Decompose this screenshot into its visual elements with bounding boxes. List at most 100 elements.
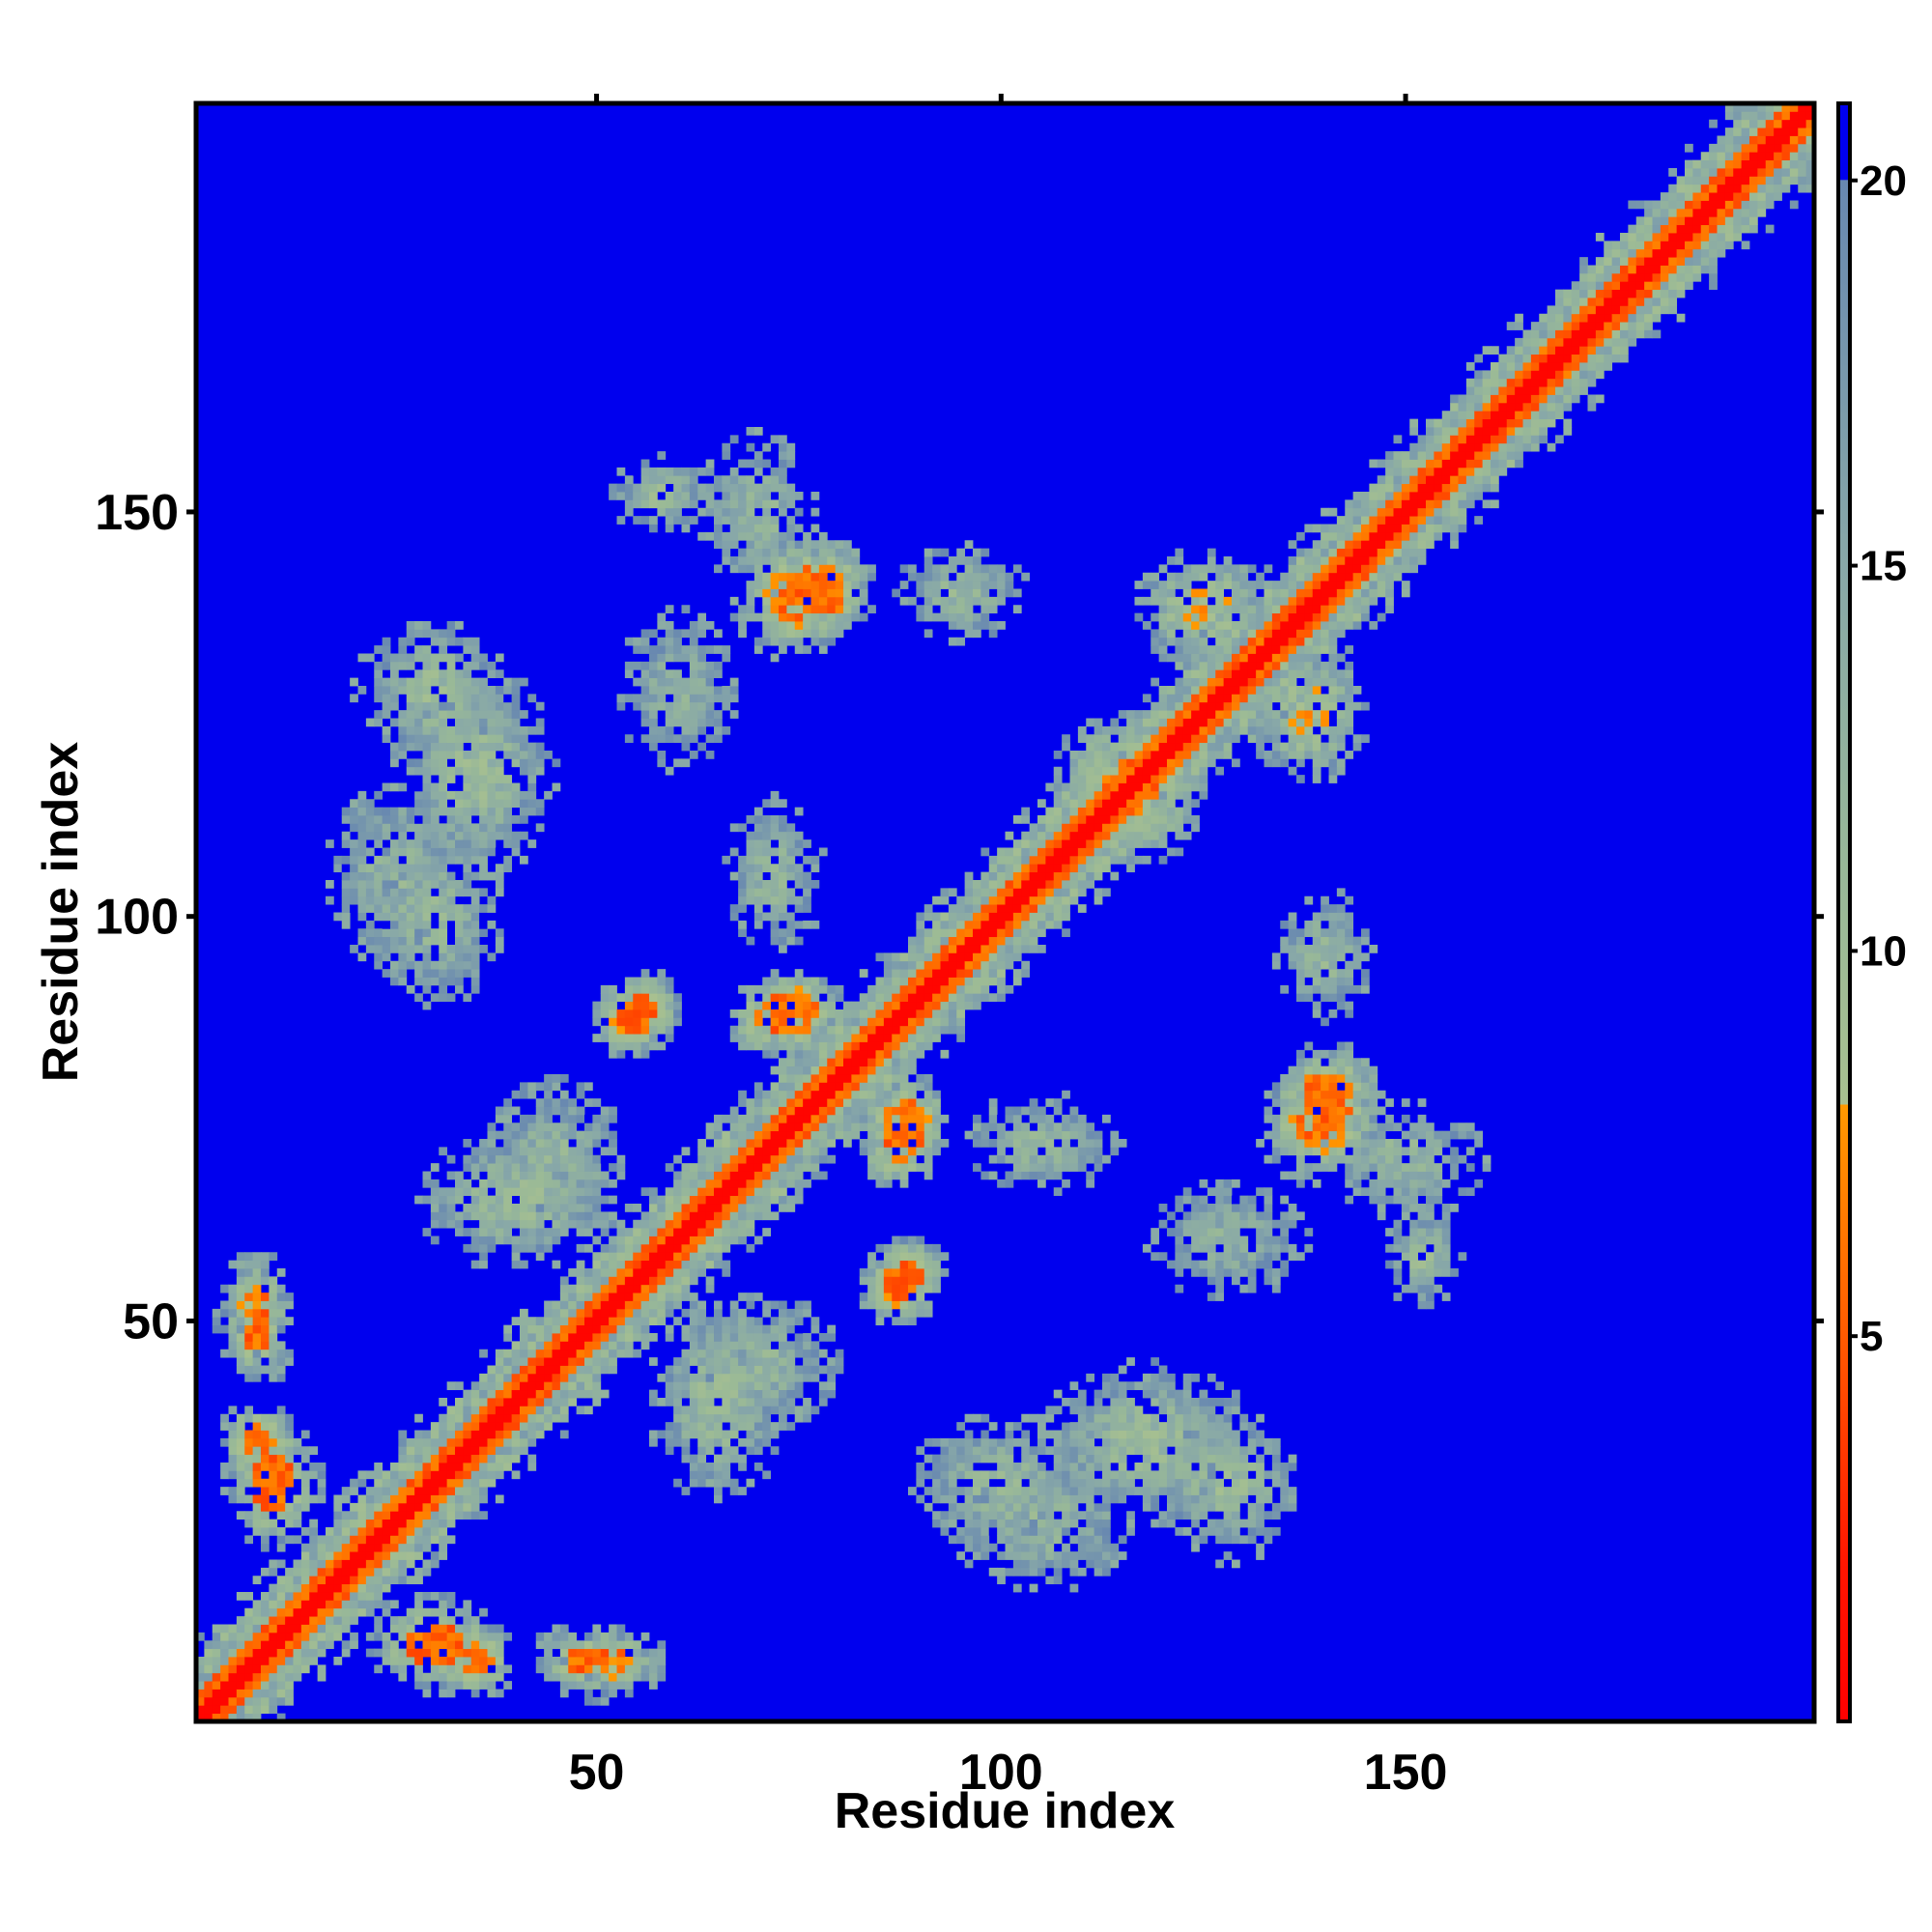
heatmap-cell	[430, 1672, 440, 1682]
heatmap-cell	[463, 725, 472, 735]
heatmap-cell	[398, 1478, 408, 1488]
heatmap-cell	[697, 1147, 707, 1156]
heatmap-cell	[479, 653, 488, 663]
heatmap-cell	[875, 1179, 885, 1188]
heatmap-cell	[609, 1017, 617, 1027]
heatmap-cell	[390, 653, 399, 663]
heatmap-cell	[851, 1017, 861, 1027]
heatmap-cell	[552, 1171, 561, 1180]
heatmap-cell	[592, 1195, 602, 1205]
heatmap-cell	[624, 1001, 634, 1010]
heatmap-cell	[430, 653, 440, 663]
heatmap-cell	[261, 1672, 270, 1682]
heatmap-cell	[455, 969, 464, 978]
heatmap-cell	[899, 1147, 909, 1156]
heatmap-cell	[390, 1624, 399, 1634]
heatmap-cell	[980, 1519, 990, 1528]
heatmap-cell	[681, 1454, 691, 1463]
heatmap-cell	[446, 807, 456, 816]
heatmap-cell	[940, 1519, 950, 1528]
heatmap-cell	[916, 1284, 925, 1293]
heatmap-cell	[414, 1413, 423, 1423]
heatmap-cell	[511, 1357, 521, 1366]
heatmap-cell	[470, 1406, 480, 1415]
heatmap-cell	[738, 1487, 747, 1495]
heatmap-cell	[609, 1349, 617, 1358]
heatmap-cell	[616, 1632, 626, 1641]
heatmap-cell	[770, 1211, 780, 1221]
heatmap-cell	[624, 1236, 634, 1245]
heatmap-cell	[875, 993, 885, 1003]
heatmap-cell	[584, 1082, 593, 1092]
heatmap-cell	[705, 1252, 715, 1262]
heatmap-cell	[446, 653, 456, 663]
heatmap-cell	[729, 516, 739, 525]
heatmap-cell	[261, 1616, 270, 1625]
heatmap-cell	[875, 952, 885, 962]
heatmap-cell	[609, 1664, 617, 1674]
heatmap-cell	[422, 912, 432, 922]
heatmap-cell	[665, 718, 674, 727]
heatmap-cell	[753, 895, 763, 905]
heatmap-cell	[576, 1381, 585, 1391]
heatmap-cell	[244, 1333, 254, 1342]
heatmap-cell	[746, 1349, 755, 1358]
heatmap-cell	[665, 1333, 674, 1342]
heatmap-cell	[398, 1672, 408, 1682]
heatmap-cell	[584, 1122, 593, 1132]
heatmap-cell	[810, 1090, 820, 1099]
heatmap-cell	[753, 1324, 763, 1334]
heatmap-cell	[293, 1535, 302, 1545]
heatmap-cell	[770, 564, 780, 574]
heatmap-cell	[600, 1284, 610, 1293]
heatmap-cell	[228, 1341, 238, 1350]
heatmap-cell	[786, 516, 796, 525]
heatmap-cell	[786, 1163, 796, 1172]
heatmap-cell	[406, 888, 415, 897]
heatmap-cell	[584, 1308, 593, 1318]
heatmap-cell	[657, 1260, 667, 1269]
heatmap-cell	[794, 1179, 804, 1188]
heatmap-cell	[592, 1163, 602, 1172]
heatmap-cell	[463, 880, 472, 889]
heatmap-cell	[689, 475, 698, 485]
heatmap-cell	[455, 928, 464, 938]
heatmap-cell	[430, 815, 440, 824]
heatmap-cell	[559, 1357, 569, 1366]
heatmap-cell	[326, 1624, 334, 1634]
heatmap-cell	[446, 1624, 456, 1634]
heatmap-cell	[988, 621, 998, 630]
heatmap-cell	[439, 1422, 448, 1431]
heatmap-cell	[414, 1519, 423, 1528]
heatmap-cell	[973, 1551, 981, 1560]
heatmap-cell	[779, 645, 787, 654]
heatmap-cell	[883, 969, 893, 978]
heatmap-cell	[681, 1219, 691, 1229]
heatmap-cell	[988, 1114, 998, 1123]
heatmap-cell	[779, 864, 787, 873]
heatmap-cell	[916, 588, 925, 598]
heatmap-cell	[398, 686, 408, 695]
heatmap-cell	[544, 1195, 553, 1205]
heatmap-cell	[770, 653, 780, 663]
heatmap-cell	[527, 1179, 537, 1188]
heatmap-cell	[341, 912, 351, 922]
heatmap-cell	[673, 1009, 682, 1018]
heatmap-cell	[770, 612, 780, 622]
heatmap-cell	[851, 556, 861, 565]
heatmap-cell	[746, 1293, 755, 1301]
heatmap-cell	[908, 952, 917, 962]
heatmap-cell	[220, 1300, 229, 1310]
heatmap-cell	[398, 871, 408, 881]
heatmap-cell	[892, 1098, 901, 1107]
heatmap-cell	[455, 799, 464, 809]
heatmap-cell	[422, 960, 432, 970]
heatmap-cell	[818, 977, 828, 986]
heatmap-cell	[439, 1446, 448, 1456]
heatmap-cell	[980, 1446, 990, 1456]
heatmap-cell	[196, 1681, 205, 1690]
heatmap-cell	[455, 718, 464, 727]
heatmap-cell	[681, 1406, 691, 1415]
heatmap-cell	[552, 1187, 561, 1197]
heatmap-cell	[455, 1406, 464, 1415]
